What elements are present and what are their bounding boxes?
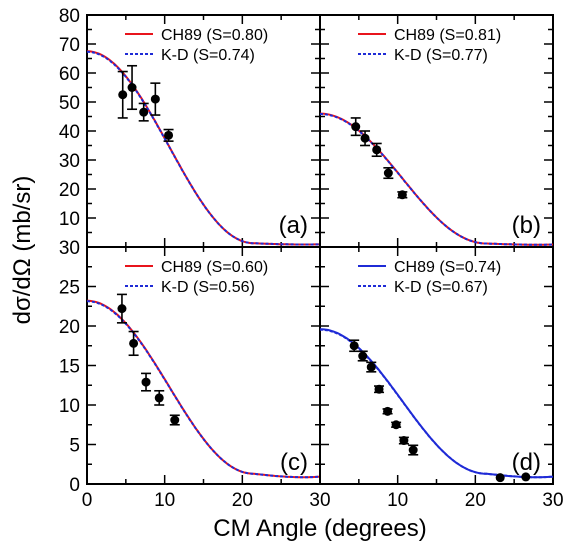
- data-point: [117, 304, 127, 314]
- data-point: [118, 90, 128, 100]
- data-point: [129, 338, 139, 348]
- y-tick-label: 20: [59, 317, 80, 338]
- series-line-1: [87, 300, 321, 479]
- y-tick-label: 30: [59, 151, 80, 172]
- data-point: [154, 393, 164, 403]
- y-tick-label: 10: [59, 209, 80, 230]
- y-tick-label: 60: [59, 64, 80, 85]
- data-point: [383, 168, 393, 178]
- x-tick-label: 10: [154, 490, 175, 511]
- legend-label: K-D (S=0.67): [394, 279, 488, 296]
- series-line-1: [86, 50, 321, 246]
- series-line-1: [320, 113, 554, 246]
- legend-label: K-D (S=0.74): [161, 47, 255, 64]
- y-tick-label: 5: [69, 436, 80, 457]
- x-tick-label: 10: [387, 490, 408, 511]
- y-tick-label: 15: [59, 357, 80, 378]
- data-point: [164, 130, 174, 140]
- y-tick-label: 80: [59, 6, 80, 27]
- legend-label: K-D (S=0.77): [394, 47, 488, 64]
- legend-label: CH89 (S=0.74): [394, 259, 501, 276]
- data-point: [366, 362, 376, 372]
- data-point: [521, 472, 531, 482]
- y-tick-label: 70: [59, 35, 80, 56]
- panel-label: (a): [279, 212, 308, 239]
- data-point: [391, 420, 401, 430]
- panel-2: 0 5 10 15 20 25 30 0 10 20 30 CH89 (S=0.60) K-D (S=0…: [59, 238, 331, 511]
- panel-3: 10 20 30 CH89 (S=0.74) K-D (S=0.67) (d): [319, 246, 564, 511]
- y-tick-label: 50: [59, 93, 80, 114]
- x-tick-label: 0: [82, 490, 93, 511]
- y-tick-label: 0: [69, 475, 80, 496]
- panel-1: CH89 (S=0.81) K-D (S=0.77) (b): [319, 14, 554, 248]
- legend-label: CH89 (S=0.81): [394, 27, 501, 44]
- y-tick-label: 40: [59, 122, 80, 143]
- data-point: [397, 190, 407, 200]
- data-point: [150, 94, 160, 104]
- y-tick-label: 25: [59, 278, 80, 299]
- data-point: [141, 377, 151, 387]
- panel-label: (c): [280, 449, 308, 476]
- data-point: [139, 107, 149, 117]
- data-point: [408, 445, 418, 455]
- panel-label: (b): [512, 212, 541, 239]
- data-point: [372, 145, 382, 155]
- x-tick-label: 20: [232, 490, 253, 511]
- x-tick-label: 30: [309, 490, 330, 511]
- legend-label: CH89 (S=0.80): [161, 27, 268, 44]
- data-point: [399, 436, 409, 446]
- data-point: [495, 473, 505, 483]
- data-point: [349, 341, 359, 351]
- y-tick-label: 10: [59, 396, 80, 417]
- panel-label: (d): [512, 449, 541, 476]
- data-point: [358, 351, 368, 361]
- y-tick-label: 20: [59, 180, 80, 201]
- data-point: [360, 133, 370, 143]
- x-tick-label: 30: [542, 490, 563, 511]
- y-axis-title: dσ/dΩ (mb/sr): [9, 176, 36, 325]
- data-point: [383, 406, 393, 416]
- data-point: [170, 415, 180, 425]
- x-tick-label: 20: [465, 490, 486, 511]
- legend-label: K-D (S=0.56): [161, 279, 255, 296]
- x-axis-title: CM Angle (degrees): [213, 515, 426, 542]
- panel-0: 10 20 30 40 50 60 70 80 CH89 (S=0.80) K-D (S=0.74…: [59, 6, 321, 248]
- data-point: [127, 83, 137, 92]
- data-point: [351, 122, 361, 132]
- series-line-1: [319, 328, 554, 479]
- data-point: [374, 384, 384, 394]
- legend-label: CH89 (S=0.60): [161, 259, 268, 276]
- y-tick-label: 30: [59, 238, 80, 259]
